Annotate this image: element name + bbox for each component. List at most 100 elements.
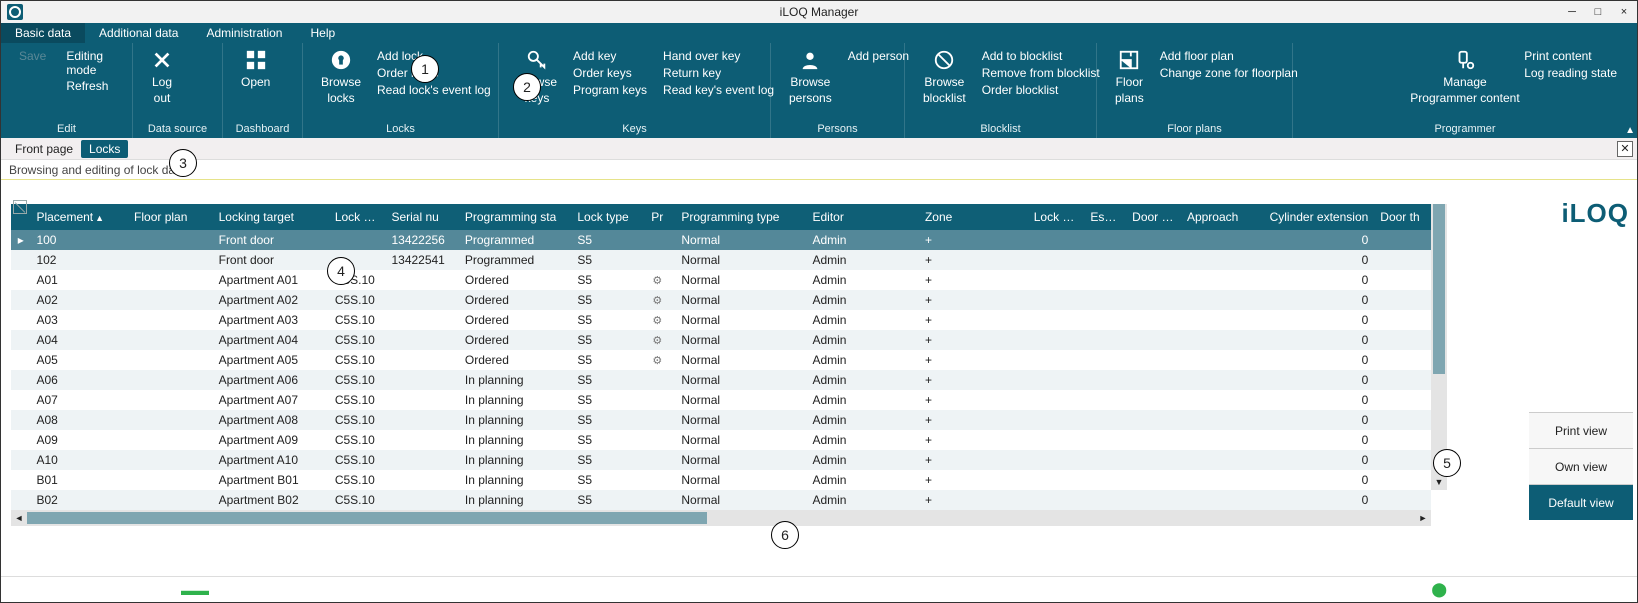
table-row[interactable]: A03 Apartment A03 C5S.10 Ordered S5 ⚙ No… [11,310,1431,330]
ribbon-collapse-button[interactable]: ▲ [1625,125,1635,136]
cell-cylinder-extension: 0 [1247,273,1374,287]
window-close-button[interactable]: × [1611,2,1637,22]
cell-zone: + [919,393,1028,407]
menu-administration[interactable]: Administration [192,23,296,43]
menu-help[interactable]: Help [296,23,349,43]
print-view-button[interactable]: Print view [1529,412,1633,448]
cell-lock-type: S5 [571,453,639,467]
column-header-cylinder-extension[interactable]: Cylinder extension [1247,210,1374,224]
refresh-button[interactable]: Refresh [66,79,108,93]
scroll-left-arrow-icon[interactable]: ◄ [11,513,27,523]
group-title-blocklist: Blocklist [905,123,1096,138]
print-content-link[interactable]: Print content [1524,49,1617,63]
close-tab-button[interactable]: ✕ [1617,141,1633,157]
read-key-event-log-link[interactable]: Read key's event log [663,83,774,97]
read-lock-event-log-link[interactable]: Read lock's event log [377,83,491,97]
cell-programming-sta: In planning [459,393,571,407]
menu-basic-data[interactable]: Basic data [1,23,85,43]
editing-mode-button[interactable]: Editing mode [66,49,114,77]
scroll-right-arrow-icon[interactable]: ► [1415,513,1431,523]
cell-cylinder-extension: 0 [1247,433,1374,447]
cell-locking-target: Front door [213,253,329,267]
cell-locking-target: Apartment B01 [213,473,329,487]
cell-cylinder-extension: 0 [1247,333,1374,347]
callout-marker: 5 [1433,449,1461,477]
column-header-floorplan[interactable]: Floor plan [128,210,213,224]
order-keys-link[interactable]: Order keys [573,66,647,80]
table-row[interactable]: A07 Apartment A07 C5S.10 In planning S5 … [11,390,1431,410]
column-header-programming-type[interactable]: Programming type [675,210,806,224]
table-row[interactable]: 102 Front door 13422541 Programmed S5 No… [11,250,1431,270]
window-maximize-button[interactable]: □ [1585,2,1611,22]
column-header-programming-sta[interactable]: Programming sta [459,210,571,224]
tab-front-page[interactable]: Front page [7,140,81,158]
add-to-blocklist-link[interactable]: Add to blocklist [982,49,1100,63]
own-view-button[interactable]: Own view [1529,448,1633,484]
logout-button[interactable]: Log out [141,47,183,123]
table-row[interactable]: A08 Apartment A08 C5S.10 In planning S5 … [11,410,1431,430]
corner-marker-icon [13,200,27,214]
return-key-link[interactable]: Return key [663,66,774,80]
table-row[interactable]: A10 Apartment A10 C5S.10 In planning S5 … [11,450,1431,470]
add-floor-plan-link[interactable]: Add floor plan [1160,49,1298,63]
browse-persons-button[interactable]: Browse persons [779,47,842,123]
table-row[interactable]: A06 Apartment A06 C5S.10 In planning S5 … [11,370,1431,390]
manage-programmer-button[interactable]: Manage Programmer content [1400,47,1529,123]
log-reading-state-link[interactable]: Log reading state [1524,66,1617,80]
table-row[interactable]: A01 Apartment A01 C5S.10 Ordered S5 ⚙ No… [11,270,1431,290]
cell-zone: + [919,453,1028,467]
order-blocklist-link[interactable]: Order blocklist [982,83,1100,97]
cell-locking-target: Apartment A06 [213,373,329,387]
column-header-lock-mo[interactable]: Lock mo [1028,210,1085,224]
tab-locks[interactable]: Locks [81,140,128,158]
column-header-escut[interactable]: Escut [1084,210,1126,224]
app-icon [7,4,23,20]
cell-programming-type: Normal [675,333,806,347]
table-row[interactable]: B01 Apartment B01 C5S.10 In planning S5 … [11,470,1431,490]
change-zone-for-floorplan-link[interactable]: Change zone for floorplan [1160,66,1298,80]
menu-additional-data[interactable]: Additional data [85,23,192,43]
vertical-scroll-thumb[interactable] [1433,204,1445,374]
add-person-link[interactable]: Add person [848,49,909,63]
browse-blocklist-button[interactable]: Browse blocklist [913,47,976,123]
remove-from-blocklist-link[interactable]: Remove from blocklist [982,66,1100,80]
browse-locks-button[interactable]: Browse locks [311,47,371,123]
column-header-lock-type[interactable]: Lock type [571,210,639,224]
table-row[interactable]: B02 Apartment B02 C5S.10 In planning S5 … [11,490,1431,510]
column-header-serial-nu[interactable]: Serial nu [385,210,458,224]
cell-editor: Admin [806,333,918,347]
hand-over-key-link[interactable]: Hand over key [663,49,774,63]
grid-header: Placement▲ Floor plan Locking target Loc… [11,204,1431,230]
column-header-approach[interactable]: Approach [1181,210,1247,224]
default-view-button[interactable]: Default view [1529,484,1633,520]
cell-editor: Admin [806,293,918,307]
connection-status-icon: ▬▬ [181,582,209,598]
window-minimize-button[interactable]: ─ [1559,2,1585,22]
horizontal-scrollbar[interactable]: ◄ ► [11,510,1431,526]
table-row[interactable]: ▸ 100 Front door 13422256 Programmed S5 … [11,230,1431,250]
vertical-scrollbar[interactable]: ▼ [1431,204,1447,490]
column-header-placement[interactable]: Placement▲ [30,210,128,224]
table-row[interactable]: A05 Apartment A05 C5S.10 Ordered S5 ⚙ No… [11,350,1431,370]
grid-icon [245,49,267,71]
column-header-lock-cyli[interactable]: Lock cyli [329,210,386,224]
column-header-zone[interactable]: Zone [919,210,1028,224]
column-header-door-th[interactable]: Door th [1374,210,1431,224]
floor-plans-button[interactable]: Floor plans [1105,47,1154,123]
program-keys-link[interactable]: Program keys [573,83,647,97]
open-dashboard-button[interactable]: Open [231,47,280,123]
add-key-link[interactable]: Add key [573,49,647,63]
cell-lock-type: S5 [571,233,639,247]
cell-zone: + [919,273,1028,287]
save-button[interactable]: Save [19,49,46,63]
table-row[interactable]: A09 Apartment A09 C5S.10 In planning S5 … [11,430,1431,450]
column-header-pr[interactable]: Pr [639,210,675,224]
table-row[interactable]: A04 Apartment A04 C5S.10 Ordered S5 ⚙ No… [11,330,1431,350]
column-header-door-typ[interactable]: Door typ [1126,210,1181,224]
table-row[interactable]: A02 Apartment A02 C5S.10 Ordered S5 ⚙ No… [11,290,1431,310]
cell-programming-sta: Ordered [459,333,571,347]
column-header-locking-target[interactable]: Locking target [213,210,329,224]
cell-lock-cyli: C5S.10 [329,413,386,427]
horizontal-scroll-thumb[interactable] [27,512,707,524]
column-header-editor[interactable]: Editor [806,210,918,224]
